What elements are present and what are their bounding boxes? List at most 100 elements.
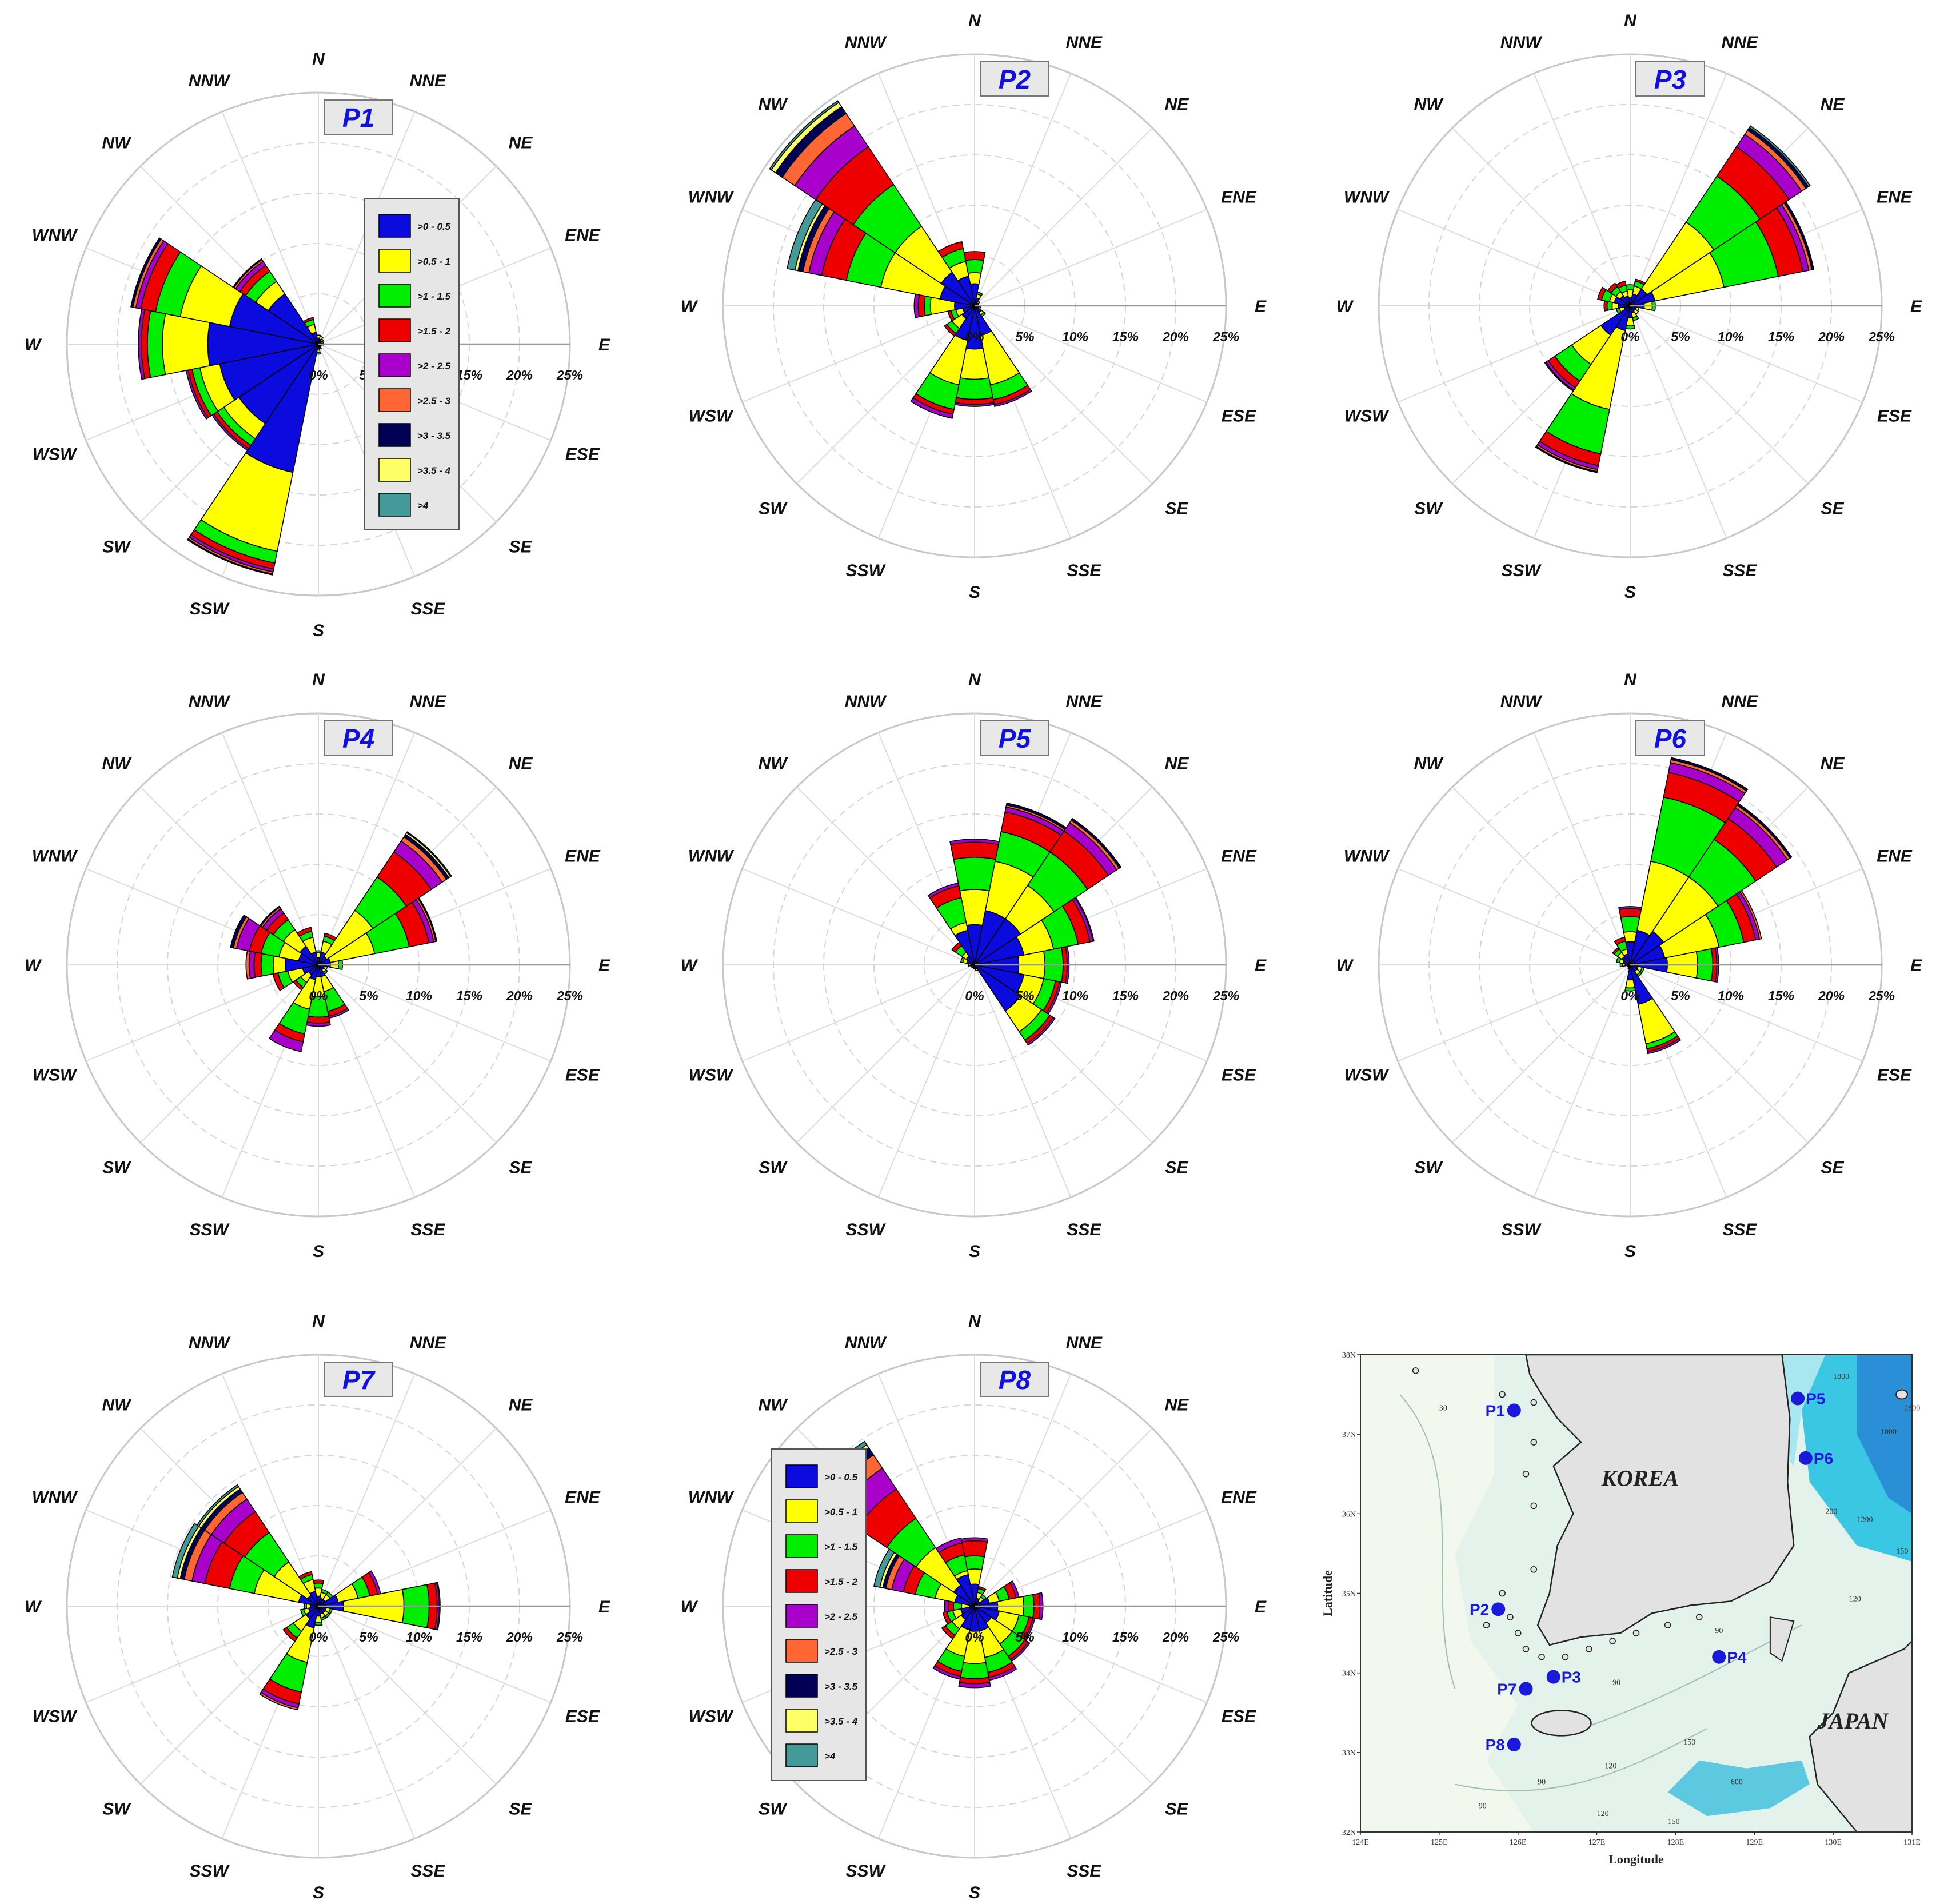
depth-label: 30	[1439, 1404, 1447, 1412]
direction-label-wnw: WNW	[688, 188, 735, 207]
direction-label-ne: NE	[1821, 95, 1845, 114]
legend-label: >3 - 3.5	[417, 430, 451, 441]
direction-label-nnw: NNW	[1500, 692, 1543, 711]
petal-ene-bin7	[1783, 201, 1815, 270]
petal-n-bin4	[313, 1579, 324, 1584]
grid-spoke	[1533, 73, 1631, 306]
petal-nnw-bin5	[927, 882, 960, 899]
direction-label-sw: SW	[102, 538, 131, 557]
direction-label-sse: SSE	[410, 1220, 445, 1239]
petal-nw-bin7	[232, 258, 263, 289]
x-tick-label: 126E	[1510, 1838, 1527, 1847]
legend-label: >1.5 - 2	[824, 1576, 858, 1587]
direction-label-w: W	[25, 1598, 42, 1616]
legend: >0 - 0.5 >0.5 - 1 >1 - 1.5 >1.5 - 2 >2 - 2.5…	[364, 198, 460, 530]
small-island	[1499, 1590, 1506, 1597]
title-text: P7	[342, 1365, 376, 1395]
direction-label-ssw: SSW	[845, 1862, 886, 1881]
ring-label: 15%	[1112, 1630, 1139, 1644]
petal-w-bin3	[304, 1603, 308, 1610]
grid-spoke	[1452, 964, 1631, 1143]
direction-label-sse: SSE	[1067, 1862, 1101, 1881]
direction-label-sw: SW	[1414, 1159, 1443, 1177]
small-island	[1522, 1646, 1530, 1652]
petal-nne-bin7	[1670, 757, 1749, 792]
petal-se-bin5	[1026, 1016, 1056, 1046]
petal-ne-bin7	[1736, 803, 1793, 859]
small-island	[1530, 1439, 1538, 1446]
petal-ene-bin6	[1739, 889, 1762, 940]
direction-label-ese: ESE	[565, 445, 600, 464]
ring-label: 0%	[965, 329, 984, 344]
grid-spoke	[221, 111, 319, 345]
grid-spoke	[1630, 305, 1863, 403]
x-tick-label: 124E	[1352, 1838, 1369, 1847]
petal-w-bin3	[1606, 301, 1613, 311]
direction-label-nw: NW	[758, 1395, 788, 1414]
ring-label: 0%	[309, 368, 328, 382]
petal-w-bin5	[913, 293, 920, 318]
direction-label-ese: ESE	[1877, 406, 1912, 425]
small-island	[1530, 1399, 1538, 1406]
grid-spoke	[974, 209, 1207, 306]
direction-label-wsw: WSW	[33, 1707, 78, 1726]
petal-n-bin3	[315, 950, 322, 954]
y-tick-label: 35N	[1342, 1590, 1356, 1599]
legend-label: >3.5 - 4	[417, 465, 451, 476]
depth-label: 1000	[1881, 1428, 1897, 1436]
petal-wnw-bin4	[1597, 286, 1607, 301]
station-marker-p3	[1546, 1670, 1560, 1684]
petal-ne-bin9	[1749, 125, 1811, 187]
petal-ene-bin6	[1074, 896, 1095, 942]
petal-ssw-bin7	[1535, 445, 1598, 473]
petal-nnw-bin4	[302, 317, 314, 324]
petal-s-bin3	[1625, 325, 1635, 330]
direction-label-nne: NNE	[1066, 33, 1103, 52]
station-label-p5: P5	[1806, 1390, 1825, 1408]
depth-label: 120	[1604, 1762, 1616, 1771]
petal-w-bin4	[1603, 300, 1608, 312]
depth-contour	[1455, 1728, 1708, 1791]
station-label-p6: P6	[1814, 1450, 1833, 1467]
direction-label-wnw: WNW	[32, 847, 78, 866]
ring-label: 20%	[1162, 988, 1189, 1003]
legend-swatch	[378, 284, 411, 308]
ring-label: 10%	[1062, 1630, 1088, 1644]
legend-label: >3 - 3.5	[824, 1681, 858, 1692]
direction-label-n: N	[968, 670, 981, 689]
ring-label: 25%	[556, 988, 583, 1003]
direction-label-nne: NNE	[410, 692, 446, 711]
direction-label-s: S	[969, 583, 980, 602]
direction-label-wsw: WSW	[33, 1065, 78, 1084]
petal-w-bin5	[944, 1599, 950, 1613]
ring-label: 10%	[1062, 988, 1088, 1003]
x-axis-label: Longitude	[1608, 1852, 1664, 1866]
station-marker-p8	[1507, 1737, 1521, 1751]
ring-label: 25%	[1212, 329, 1239, 344]
petal-w-bin4	[253, 952, 263, 978]
petal-s-bin2	[1625, 979, 1635, 989]
petal-wsw-bin3	[300, 1608, 307, 1617]
petal-n-bin4	[961, 1540, 988, 1558]
direction-label-ssw: SSW	[189, 1220, 230, 1239]
depth-label: 150	[1668, 1818, 1680, 1826]
petal-sw-bin4	[944, 324, 957, 337]
direction-label-nne: NNE	[1722, 33, 1758, 52]
direction-label-nnw: NNW	[189, 692, 231, 711]
petal-nnw-bin5	[935, 1537, 963, 1554]
depth-contour	[1399, 1394, 1456, 1689]
direction-label-nw: NW	[102, 754, 132, 773]
grid-spoke	[1398, 868, 1631, 965]
legend-label: >0 - 0.5	[824, 1472, 858, 1483]
grid-spoke	[140, 964, 319, 1143]
grid-spoke	[974, 73, 1072, 306]
ring-label: 15%	[456, 368, 482, 382]
ring-label: 5%	[1015, 988, 1034, 1003]
grid-spoke	[318, 1428, 497, 1607]
title-text: P2	[999, 65, 1031, 94]
direction-label-se: SE	[1165, 1800, 1189, 1819]
direction-label-ene: ENE	[1877, 847, 1913, 866]
station-label-p4: P4	[1727, 1648, 1747, 1666]
legend-swatch	[785, 1639, 818, 1663]
ring-label: 25%	[1868, 988, 1895, 1003]
